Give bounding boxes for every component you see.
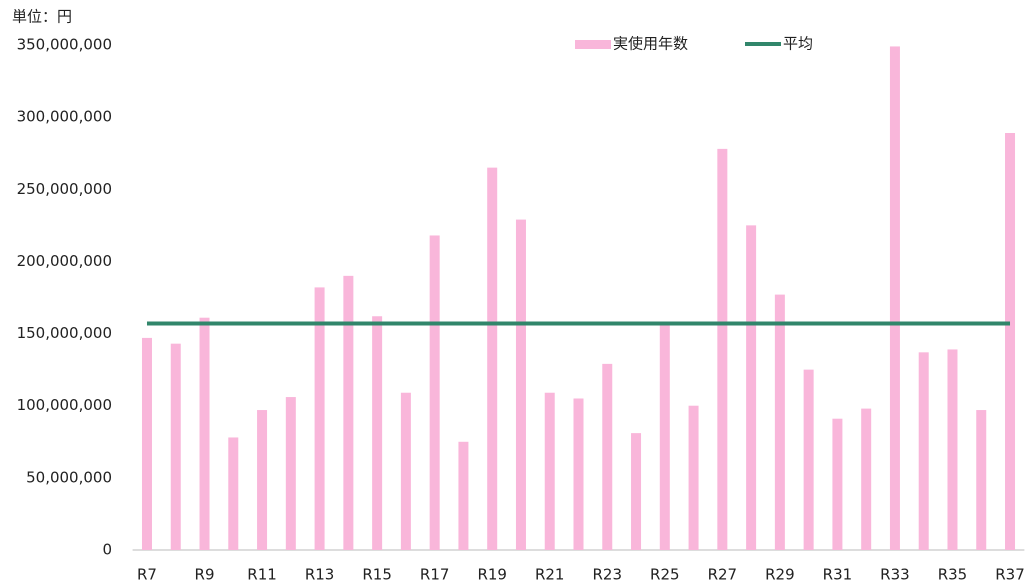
legend-label: 平均 [783, 35, 813, 53]
bar [947, 349, 958, 550]
x-tick-label: R37 [995, 566, 1025, 584]
unit-label: 単位：円 [12, 8, 72, 26]
bar [832, 418, 843, 550]
bar [861, 408, 872, 550]
bar [228, 437, 239, 550]
x-tick-label: R9 [195, 566, 215, 584]
bar [717, 148, 728, 550]
x-tick-label: R31 [823, 566, 853, 584]
x-tick-label: R11 [247, 566, 277, 584]
y-tick-label: 350,000,000 [17, 36, 112, 54]
bar [314, 287, 325, 550]
bar [141, 337, 152, 550]
bar [976, 410, 987, 550]
legend-label: 実使用年数 [613, 35, 688, 53]
bar [573, 398, 584, 550]
legend-swatch [575, 40, 611, 49]
x-tick-label: R23 [593, 566, 623, 584]
y-tick-label: 150,000,000 [17, 324, 112, 342]
bar [285, 397, 296, 550]
y-tick-label: 100,000,000 [17, 396, 112, 414]
x-tick-label: R17 [420, 566, 450, 584]
x-tick-label: R15 [362, 566, 392, 584]
bar [774, 294, 785, 550]
bar [199, 317, 210, 550]
bar [458, 441, 469, 550]
x-tick-label: R27 [708, 566, 738, 584]
bar [343, 275, 354, 550]
bar [918, 352, 929, 550]
bar [544, 392, 555, 550]
y-tick-label: 200,000,000 [17, 252, 112, 270]
y-tick-label: 250,000,000 [17, 180, 112, 198]
bar [889, 46, 900, 550]
bar [400, 392, 411, 550]
x-tick-label: R21 [535, 566, 565, 584]
bar [372, 316, 383, 550]
bar [429, 235, 440, 550]
x-tick-label: R19 [477, 566, 507, 584]
y-tick-label: 0 [102, 541, 112, 559]
bar [746, 225, 757, 550]
bar [170, 343, 181, 550]
bar [515, 219, 526, 551]
bar [803, 369, 814, 550]
bar [659, 323, 670, 550]
x-tick-label: R25 [650, 566, 680, 584]
y-tick-label: 300,000,000 [17, 108, 112, 126]
bar [631, 433, 642, 550]
x-tick-label: R29 [765, 566, 795, 584]
x-tick-label: R7 [137, 566, 157, 584]
x-tick-label: R13 [305, 566, 335, 584]
bar [688, 405, 699, 550]
bar [1005, 133, 1016, 550]
y-tick-label: 50,000,000 [26, 468, 112, 486]
x-tick-label: R35 [938, 566, 968, 584]
bar [487, 167, 498, 550]
bar [602, 363, 613, 550]
bar [257, 410, 268, 550]
x-tick-label: R33 [880, 566, 910, 584]
